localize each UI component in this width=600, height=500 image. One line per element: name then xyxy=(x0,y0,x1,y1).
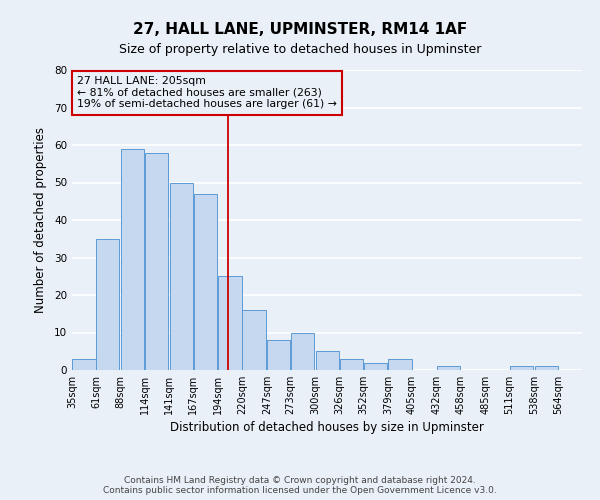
Bar xyxy=(535,366,558,370)
Text: Contains HM Land Registry data © Crown copyright and database right 2024.
Contai: Contains HM Land Registry data © Crown c… xyxy=(103,476,497,495)
Bar xyxy=(340,359,363,370)
Bar xyxy=(364,362,387,370)
Bar xyxy=(267,340,290,370)
Bar xyxy=(218,276,242,370)
Y-axis label: Number of detached properties: Number of detached properties xyxy=(34,127,47,313)
Bar xyxy=(96,239,119,370)
Bar xyxy=(242,310,266,370)
Text: Size of property relative to detached houses in Upminster: Size of property relative to detached ho… xyxy=(119,42,481,56)
Bar xyxy=(73,359,95,370)
X-axis label: Distribution of detached houses by size in Upminster: Distribution of detached houses by size … xyxy=(170,421,484,434)
Text: 27, HALL LANE, UPMINSTER, RM14 1AF: 27, HALL LANE, UPMINSTER, RM14 1AF xyxy=(133,22,467,38)
Text: 27 HALL LANE: 205sqm
← 81% of detached houses are smaller (263)
19% of semi-deta: 27 HALL LANE: 205sqm ← 81% of detached h… xyxy=(77,76,337,109)
Bar xyxy=(194,194,217,370)
Bar xyxy=(388,359,412,370)
Bar xyxy=(510,366,533,370)
Bar xyxy=(121,149,144,370)
Bar xyxy=(145,152,168,370)
Bar xyxy=(437,366,460,370)
Bar xyxy=(316,351,339,370)
Bar xyxy=(291,332,314,370)
Bar xyxy=(170,182,193,370)
